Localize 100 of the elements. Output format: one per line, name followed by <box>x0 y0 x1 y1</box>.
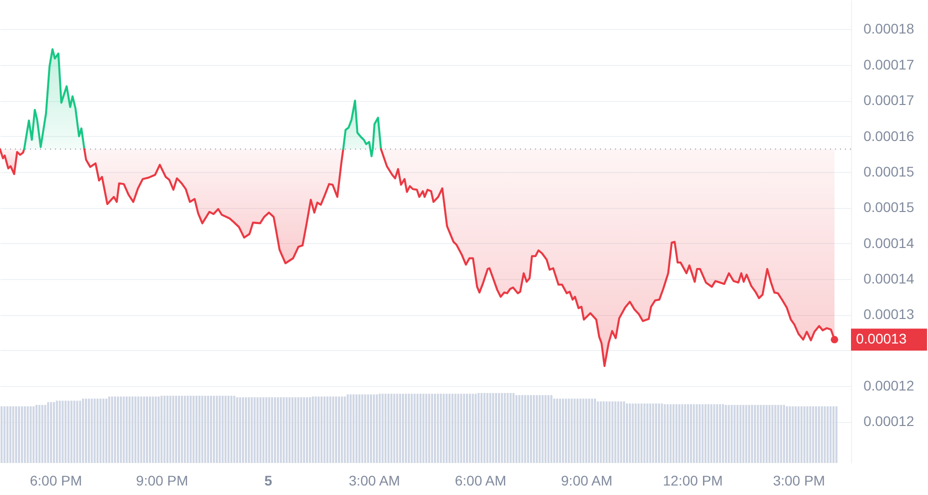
bar <box>681 404 684 463</box>
bar <box>687 404 690 463</box>
bar <box>227 396 230 463</box>
bar <box>376 394 378 463</box>
bar <box>722 404 724 463</box>
bar <box>724 404 727 463</box>
x-tick-label: 5 <box>264 472 272 488</box>
bar <box>143 396 146 463</box>
bar <box>728 404 730 463</box>
bar <box>538 395 541 463</box>
bar <box>207 396 210 463</box>
bar <box>387 394 390 463</box>
bar <box>73 400 76 463</box>
y-tick-label: 0.00015 <box>864 163 914 180</box>
x-tick-label: 6:00 PM <box>30 472 82 488</box>
bar <box>137 396 140 463</box>
bar <box>346 394 349 463</box>
bar <box>163 396 166 463</box>
bar <box>835 406 838 463</box>
bar <box>340 396 343 463</box>
bar <box>41 404 44 463</box>
y-tick-label: 0.00013 <box>864 306 914 322</box>
x-tick-label: 9:00 PM <box>136 472 188 488</box>
bar <box>658 404 660 463</box>
bar <box>649 404 652 463</box>
bar <box>640 404 643 463</box>
bar <box>212 396 215 463</box>
bar <box>440 394 442 463</box>
bar <box>320 396 323 463</box>
bar <box>574 398 576 463</box>
bar <box>244 397 247 463</box>
bar <box>672 404 675 463</box>
bar <box>830 406 832 463</box>
bar <box>448 394 451 463</box>
bar <box>172 396 174 463</box>
bar <box>99 398 102 463</box>
bar <box>431 394 434 463</box>
bar <box>111 396 114 463</box>
bar <box>515 395 518 463</box>
bar <box>576 398 579 463</box>
bar <box>655 404 658 463</box>
bar <box>666 404 669 463</box>
bar <box>222 396 224 463</box>
bar <box>12 406 14 463</box>
bar <box>748 404 750 463</box>
bar <box>175 396 178 463</box>
bar <box>434 394 436 463</box>
bar <box>32 406 35 463</box>
bar <box>600 401 602 463</box>
bar <box>756 404 759 463</box>
bar <box>26 406 29 463</box>
bar <box>760 404 762 463</box>
bar <box>190 396 192 463</box>
bar <box>506 393 509 463</box>
bar <box>288 397 291 463</box>
bar <box>352 394 355 463</box>
bar <box>154 396 157 463</box>
bar <box>504 393 506 463</box>
bar <box>751 404 754 463</box>
bar <box>564 398 567 463</box>
bar <box>329 396 332 463</box>
bar <box>152 396 154 463</box>
bar <box>754 404 756 463</box>
bar <box>478 393 480 463</box>
bar <box>332 396 334 463</box>
y-tick-label: 0.00012 <box>864 413 914 430</box>
bar <box>774 404 776 463</box>
bar <box>326 396 328 463</box>
bar <box>568 398 570 463</box>
bar <box>131 396 134 463</box>
bar <box>530 395 532 463</box>
bar <box>38 404 40 463</box>
bar <box>158 396 160 463</box>
bar <box>169 396 172 463</box>
bar <box>570 398 573 463</box>
bar <box>678 404 680 463</box>
bar <box>271 397 274 463</box>
bar <box>608 401 611 463</box>
bar <box>617 401 620 463</box>
bar <box>230 396 232 463</box>
bar <box>547 395 550 463</box>
bar <box>367 394 370 463</box>
bar <box>588 398 590 463</box>
bar <box>35 404 38 463</box>
bar <box>408 394 410 463</box>
y-tick-label: 0.00017 <box>864 56 914 72</box>
bar <box>350 394 352 463</box>
bar <box>24 406 26 463</box>
bar <box>468 394 471 463</box>
bar <box>495 393 498 463</box>
bar <box>638 404 640 463</box>
bar <box>652 404 654 463</box>
bar <box>88 398 90 463</box>
bar <box>454 394 456 463</box>
bar <box>15 406 18 463</box>
bar <box>318 396 320 463</box>
bar <box>76 400 78 463</box>
bar <box>745 404 748 463</box>
bar <box>102 398 104 463</box>
bar <box>562 398 564 463</box>
